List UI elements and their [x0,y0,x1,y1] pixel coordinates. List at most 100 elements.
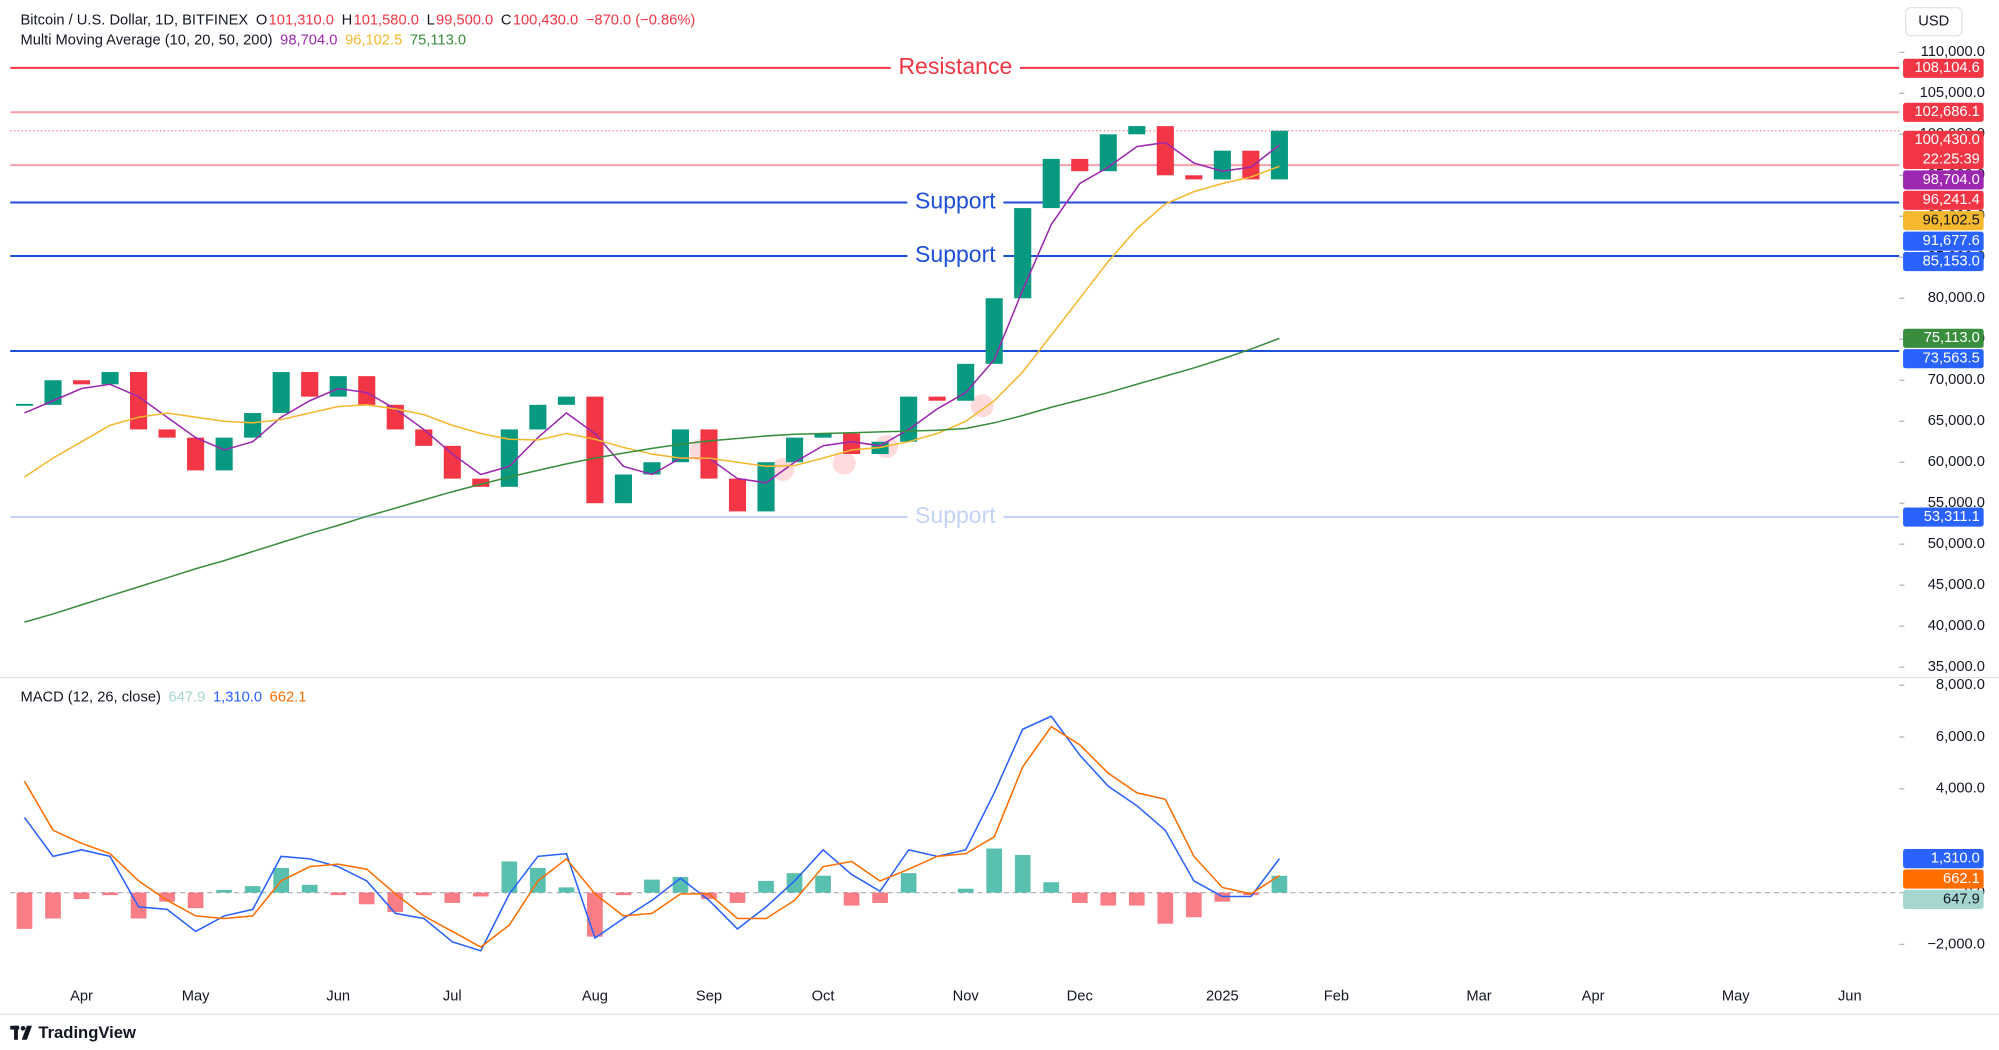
histogram-bar [815,875,831,893]
x-tick-label: May [182,988,210,1004]
candle [671,429,690,463]
legend-text: Bitcoin / U.S. Dollar, 1D, BITFINEX [20,12,248,28]
level-label-bg [907,188,1004,217]
price-badge-label: 91,677.6 [1923,233,1980,249]
candle [900,396,918,442]
candle [700,429,718,479]
candle [1242,150,1260,180]
price-badge-label: 22:25:39 [1923,151,1980,167]
legend-text: H [342,12,353,28]
histogram-bar [957,888,974,893]
histogram-bar [615,892,632,896]
histogram-bar [472,892,489,897]
candle [529,404,547,430]
histogram-bar [187,892,204,909]
candle [72,380,91,385]
legend-text: C [501,12,512,28]
candle [130,372,148,430]
histogram-bar [16,892,33,929]
x-tick-label: 2025 [1206,988,1239,1004]
y-tick-label: 45,000.0 [1928,577,1985,593]
currency[interactable]: USD [1918,14,1949,30]
candle [985,298,1003,364]
candle [557,396,575,405]
candle [500,429,518,487]
histogram-bar [501,861,518,893]
candle [329,376,347,397]
x-tick-label: Sep [696,988,722,1004]
moving-average [24,337,1280,623]
histogram-bar [1185,892,1202,918]
candle [358,376,376,405]
candle [1099,134,1117,172]
histogram-bar [644,879,660,893]
price-badge-label: 96,241.4 [1923,192,1980,208]
price-badge [1903,889,1984,910]
histogram-bar [672,877,689,893]
candle [614,474,632,504]
histogram-bar [1071,892,1088,903]
candle [1213,150,1231,180]
candle [158,429,176,438]
candle [187,437,205,471]
histogram-bar [701,892,717,900]
candle [1156,126,1174,176]
price-badge [1903,507,1984,527]
x-tick-label: Apr [1582,988,1605,1004]
histogram-bar [1014,854,1031,893]
histogram-bar [729,892,746,903]
macd-line [23,715,1281,952]
x-tick-label: Feb [1324,988,1349,1004]
histogram-bar [330,892,347,896]
price-badge-label: 662.1 [1943,871,1980,887]
candle [15,403,34,406]
price-badge [1903,231,1984,251]
highlight [832,451,856,475]
candle [386,404,404,430]
legend-text: O [256,12,267,28]
candle [1185,175,1203,180]
y-tick-label: 8,000.0 [1936,677,1985,693]
level-label: Resistance [898,53,1012,79]
legend-text: 101,580.0 [354,12,419,28]
legend-text: 98,704.0 [280,33,337,49]
logo-part [14,1025,18,1040]
histogram-bar [244,886,261,893]
histogram-bar [358,892,375,905]
y-tick-label: 50,000.0 [1928,536,1985,552]
price-badge [1903,349,1984,369]
level-label: Support [915,241,996,267]
legend-text: 1,310.0 [213,690,262,706]
candle [443,445,461,479]
price-badge-label: 75,113.0 [1924,330,1980,346]
price-badge-label: 108,104.6 [1914,60,1979,76]
x-tick-label: Aug [582,988,608,1004]
price-badge-label: 647.9 [1943,891,1980,907]
legend-text: 99,500.0 [436,12,493,28]
histogram-bar [444,892,461,903]
histogram-bar [45,892,61,919]
histogram-bar [1100,892,1117,906]
legend-text: MACD (12, 26, close) [20,690,160,706]
currency-button[interactable] [1904,7,1963,37]
price-badge [1903,190,1984,210]
highlight [970,394,994,418]
y-tick-label: 40,000.0 [1928,618,1985,634]
moving-average [24,141,1280,484]
price-badge [1903,130,1984,170]
histogram-bar [986,848,1003,893]
price-badge [1903,170,1984,190]
level-label: Support [915,502,996,528]
x-tick-label: May [1722,988,1750,1004]
candle [1071,158,1089,172]
moving-average [24,165,1280,478]
histogram-bar [900,873,917,893]
candle [1270,130,1288,180]
y-tick-label: 80,000.0 [1928,290,1985,306]
brand: TradingView [38,1023,136,1042]
y-tick-label: 6,000.0 [1936,729,1985,745]
price-badge [1903,251,1984,272]
histogram-bar [558,887,575,893]
logo-part [20,1026,26,1031]
